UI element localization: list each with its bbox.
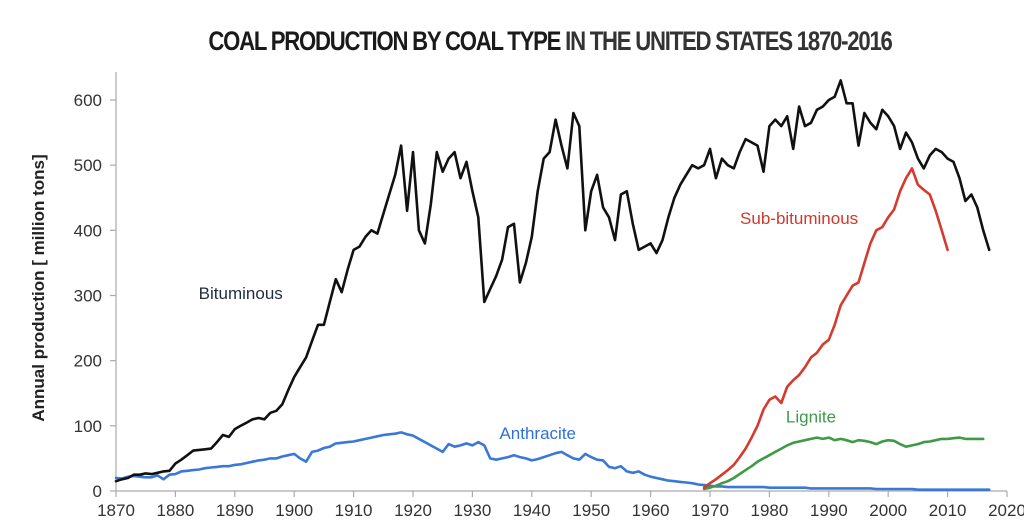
- y-tick-label: 500: [74, 156, 102, 175]
- series-line-bituminous: [114, 79, 991, 483]
- y-tick-label: 0: [93, 482, 102, 501]
- x-tick-label: 1980: [750, 501, 788, 520]
- y-tick-label: 100: [74, 417, 102, 436]
- x-tick-label: 1960: [632, 501, 670, 520]
- y-tick-label: 400: [74, 221, 102, 240]
- y-axis-label: Annual production [ million tons]: [29, 154, 48, 421]
- x-tick-label: 1870: [97, 501, 135, 520]
- x-tick-label: 1950: [572, 501, 610, 520]
- series-line-lignite: [702, 436, 985, 491]
- y-tick-label: 300: [74, 287, 102, 306]
- series-label-anthracite: Anthracite: [499, 424, 576, 443]
- x-tick-label: 1910: [335, 501, 373, 520]
- x-tick-label: 1890: [216, 501, 254, 520]
- x-tick-label: 1900: [275, 501, 313, 520]
- x-tick-label: 1990: [810, 501, 848, 520]
- y-tick-label: 600: [74, 91, 102, 110]
- x-tick-label: 2010: [929, 501, 967, 520]
- chart-title-part2: IN THE UNITED STATES 1870-2016: [565, 26, 893, 56]
- x-tick-label: 1880: [156, 501, 194, 520]
- x-tick-label: 2000: [869, 501, 907, 520]
- x-tick-label: 1920: [394, 501, 432, 520]
- chart-title-part1: COAL PRODUCTION BY COAL TYPE: [208, 26, 561, 56]
- axes: 1870 1880 1890 1900 1910 1920 1930 1940 1950 1960…: [74, 72, 1024, 520]
- x-tick-label: 2020: [988, 501, 1024, 520]
- series-labels: Bituminous Anthracite Sub-bituminous Lignit…: [199, 209, 858, 443]
- series-label-bituminous: Bituminous: [199, 284, 283, 303]
- series-label-sub-bituminous: Sub-bituminous: [740, 209, 858, 228]
- y-tick-label: 200: [74, 352, 102, 371]
- series-lines: [114, 79, 991, 492]
- series-line-anthracite: [114, 431, 991, 492]
- series-line-sub-bituminous: [702, 167, 949, 490]
- chart-title: COAL PRODUCTION BY COAL TYPE IN THE UNIT…: [99, 26, 1001, 57]
- series-label-lignite: Lignite: [786, 408, 836, 427]
- x-tick-label: 1940: [513, 501, 551, 520]
- x-tick-label: 1970: [691, 501, 729, 520]
- x-tick-label: 1930: [453, 501, 491, 520]
